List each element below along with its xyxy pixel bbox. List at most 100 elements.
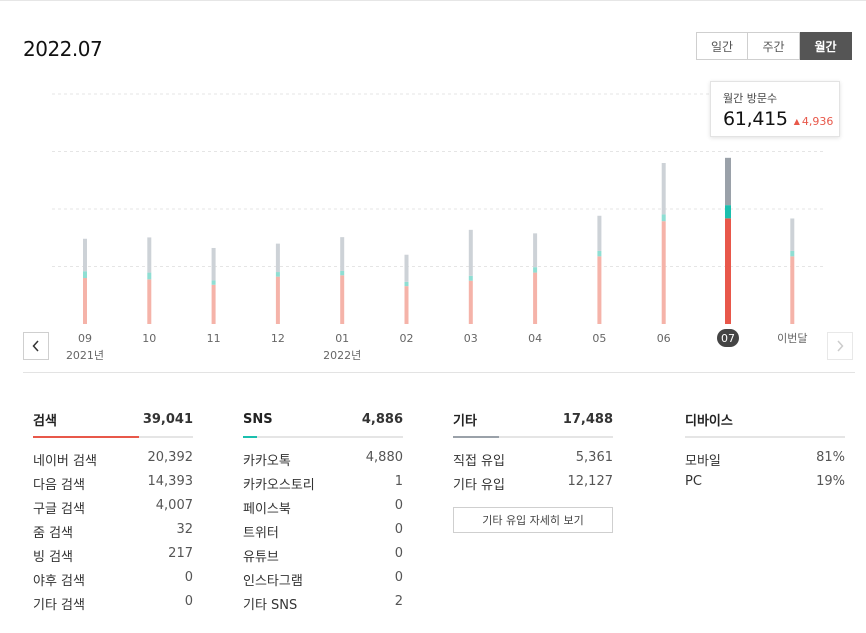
bar-other-2: [211, 247, 216, 281]
list-item: 직접 유입 5,361: [453, 450, 613, 469]
panel-other-total: 17,488: [562, 411, 613, 427]
list-item: 빙 검색 217: [33, 546, 193, 565]
bar-sns-8: [597, 250, 602, 257]
bar-search-11: [790, 256, 795, 324]
tooltip-change: ▲ 4,936: [794, 115, 834, 128]
up-triangle-icon: ▲: [793, 117, 800, 126]
visits-chart: 09 2021년 10 11 12 01 2022년 02 03 04 05 06 07 이번달: [52, 93, 823, 362]
bar-sns-3: [275, 272, 280, 277]
panel-device-bar: [685, 436, 845, 438]
bar-search-7: [533, 272, 538, 324]
panel-search: 검색 39,041 네이버 검색 20,392 다음 검색 14,393 구글 검색…: [33, 408, 193, 618]
bar-other-5: [404, 254, 409, 282]
list-item: 기타 유입 12,127: [453, 474, 613, 493]
list-item: 카카오스토리 1: [243, 474, 403, 493]
active-label-pill: [717, 329, 739, 347]
bar-sns-5: [404, 281, 409, 287]
list-item: 기타 검색 0: [33, 594, 193, 613]
bar-search-2: [211, 284, 216, 324]
panel-search-total: 39,041: [142, 411, 193, 427]
x-tick-label: 11: [207, 332, 221, 345]
chevron-left-icon: [32, 340, 39, 352]
x-tick-label: 12: [271, 332, 285, 345]
panel-other-title: 기타: [453, 413, 477, 429]
bar-search-8: [597, 256, 602, 324]
bar-search-0: [83, 278, 87, 324]
panel-sns-title: SNS: [243, 411, 273, 427]
x-tick-label: 07: [721, 332, 735, 345]
bar-sns-11: [790, 250, 795, 257]
next-period-button[interactable]: [827, 332, 853, 360]
bar-other-11: [790, 218, 795, 251]
x-year-label: 2021년: [66, 349, 104, 362]
period-tabs: 일간 주간 월간: [696, 32, 852, 60]
x-tick-label: 이번달: [777, 332, 807, 345]
list-item: 구글 검색 4,007: [33, 498, 193, 517]
x-tick-label: 03: [464, 332, 478, 345]
panel-other-bar-fill: [453, 436, 500, 438]
chart-tooltip: 월간 방문수 61,415 ▲ 4,936: [710, 81, 840, 137]
panel-search-bar: [33, 436, 193, 438]
bar-other-8: [597, 215, 602, 251]
x-tick-label: 01: [335, 332, 349, 345]
chevron-right-icon: [837, 340, 844, 352]
bar-sns-1: [147, 272, 152, 280]
list-item: 야후 검색 0: [33, 570, 193, 589]
bar-other-6: [468, 229, 473, 276]
list-item: 유튜브 0: [243, 546, 403, 565]
bar-other-1: [147, 237, 152, 273]
bar-other-0: [83, 238, 87, 272]
list-item: 페이스북 0: [243, 498, 403, 517]
tab-daily[interactable]: 일간: [696, 32, 748, 60]
panel-other-bar: [453, 436, 613, 438]
list-item: 트위터 0: [243, 522, 403, 541]
x-tick-label: 05: [592, 332, 606, 345]
panel-other: 기타 17,488 직접 유입 5,361 기타 유입 12,127 기타 유입 자…: [453, 408, 613, 533]
panel-search-bar-fill: [33, 436, 139, 438]
list-item: 기타 SNS 2: [243, 594, 403, 613]
tooltip-value: 61,415: [723, 108, 788, 130]
x-tick-label: 04: [528, 332, 542, 345]
bar-other-9: [661, 163, 666, 215]
bar-search-5: [404, 286, 409, 324]
panel-sns-total: 4,886: [361, 411, 403, 427]
x-tick-label: 02: [400, 332, 414, 345]
list-item: 줌 검색 32: [33, 522, 193, 541]
bar-search-4: [340, 275, 345, 324]
other-detail-button[interactable]: 기타 유입 자세히 보기: [453, 507, 613, 533]
x-year-label: 2022년: [323, 349, 361, 362]
tab-monthly[interactable]: 월간: [800, 32, 852, 60]
panel-sns: SNS 4,886 카카오톡 4,880 카카오스토리 1 페이스북 0 트위터 0 유…: [243, 408, 403, 618]
top-border: [0, 0, 866, 1]
prev-period-button[interactable]: [23, 332, 49, 360]
bar-search-10: [725, 218, 731, 324]
bar-search-1: [147, 279, 152, 324]
bar-other-7: [533, 233, 538, 268]
chart-x-labels: 09 2021년 10 11 12 01 2022년 02 03 04 05 06 07 이번달: [66, 329, 807, 362]
bar-sns-4: [340, 270, 345, 276]
x-tick-label: 06: [657, 332, 671, 345]
panel-sns-bar: [243, 436, 403, 438]
bar-other-10: [725, 157, 731, 206]
chart-bars: [83, 157, 795, 324]
bar-sns-7: [533, 267, 538, 273]
page-title: 2022.07: [23, 37, 103, 61]
panel-device: 디바이스 모바일 81% PC 19%: [685, 408, 845, 498]
section-divider: [23, 372, 855, 373]
bar-sns-0: [83, 271, 87, 278]
tab-weekly[interactable]: 주간: [748, 32, 800, 60]
list-item: 모바일 81%: [685, 450, 845, 469]
list-item: 네이버 검색 20,392: [33, 450, 193, 469]
list-item: 카카오톡 4,880: [243, 450, 403, 469]
bar-sns-2: [211, 280, 216, 285]
panel-search-title: 검색: [33, 413, 57, 429]
tooltip-label: 월간 방문수: [723, 92, 778, 105]
panel-sns-bar-fill: [243, 436, 258, 438]
chart-grid: [52, 93, 823, 267]
x-tick-label: 10: [142, 332, 156, 345]
panel-device-title: 디바이스: [685, 413, 733, 429]
x-tick-label: 09: [78, 332, 92, 345]
bar-sns-9: [661, 214, 666, 222]
tooltip-change-value: 4,936: [801, 115, 834, 128]
bar-sns-10: [725, 205, 731, 219]
